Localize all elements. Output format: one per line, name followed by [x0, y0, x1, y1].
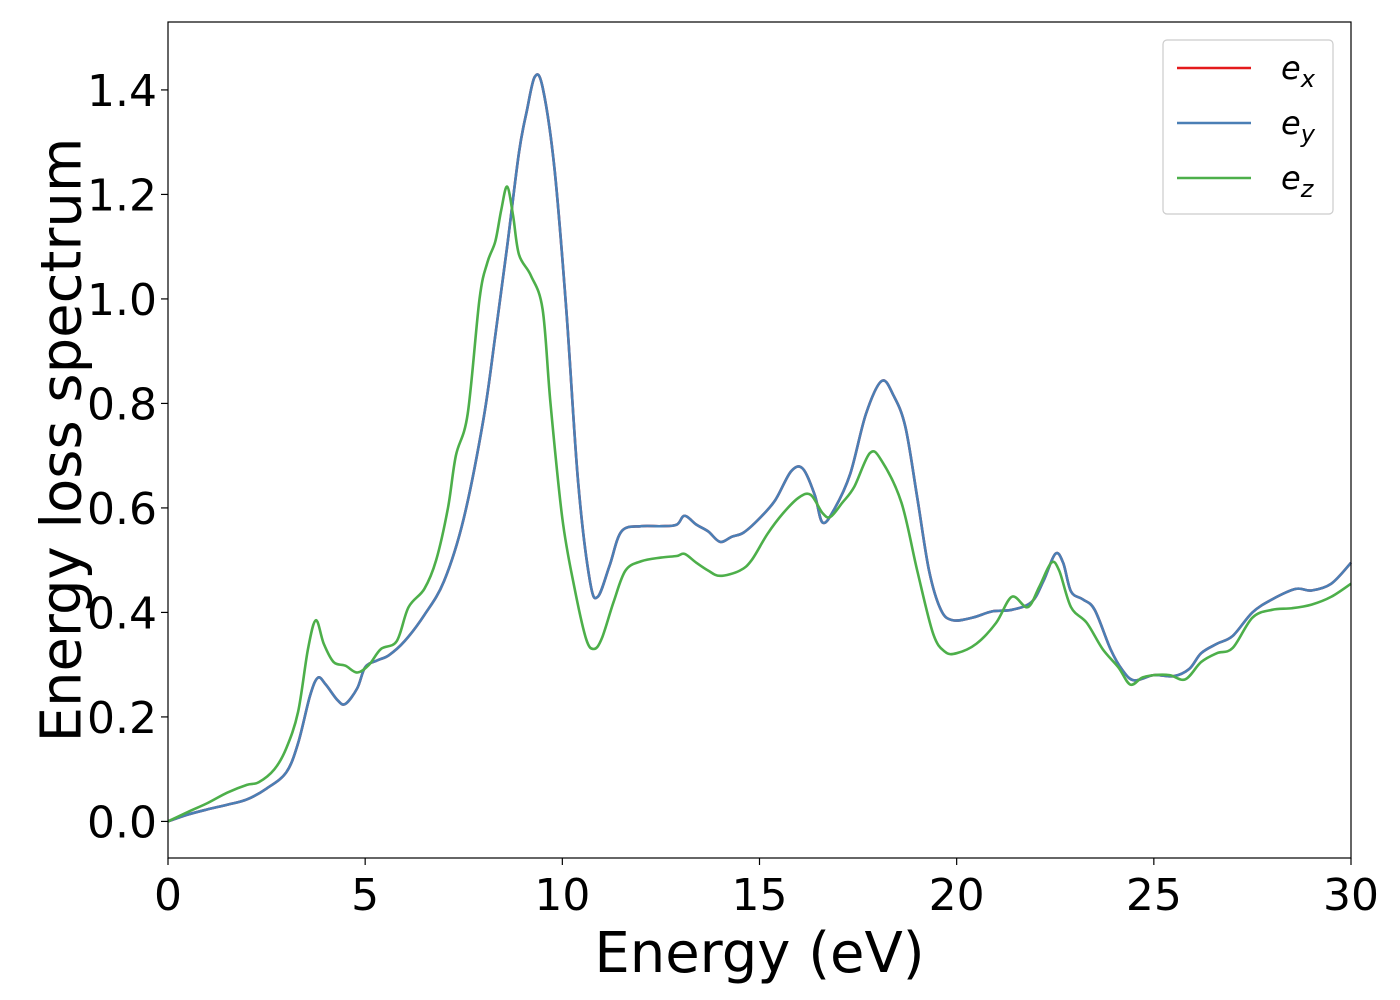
series-layer [167, 73, 1352, 823]
y-tick-label: 1.4 [87, 66, 157, 117]
y-axis-label: Energy loss spectrum [30, 138, 95, 743]
y-tick-label: 0.2 [87, 693, 157, 744]
x-tick-label: 0 [154, 870, 182, 921]
y-tick-label: 0.6 [87, 484, 157, 535]
y-axis: 0.0 0.2 0.4 0.6 0.8 1.0 1.2 1.4 [87, 66, 168, 848]
x-axis: 0 5 10 15 20 25 30 [154, 858, 1379, 921]
x-tick-label: 30 [1323, 870, 1379, 921]
y-tick-label: 0.0 [87, 797, 157, 848]
legend-label: ex [1281, 49, 1316, 93]
x-tick-label: 10 [534, 870, 590, 921]
legend: ex ey ez [1162, 39, 1334, 215]
x-axis-label: Energy (eV) [594, 921, 924, 986]
x-tick-label: 5 [351, 870, 379, 921]
legend-label: ez [1281, 159, 1315, 203]
y-tick-label: 1.2 [87, 170, 157, 221]
x-tick-label: 25 [1126, 870, 1182, 921]
legend-box [1162, 39, 1334, 215]
y-tick-label: 1.0 [87, 275, 157, 326]
series-line-e-z [167, 185, 1352, 823]
y-tick-label: 0.8 [87, 379, 157, 430]
y-tick-label: 0.4 [87, 588, 157, 639]
x-tick-label: 15 [732, 870, 788, 921]
x-tick-label: 20 [929, 870, 985, 921]
legend-label: ey [1281, 104, 1316, 148]
